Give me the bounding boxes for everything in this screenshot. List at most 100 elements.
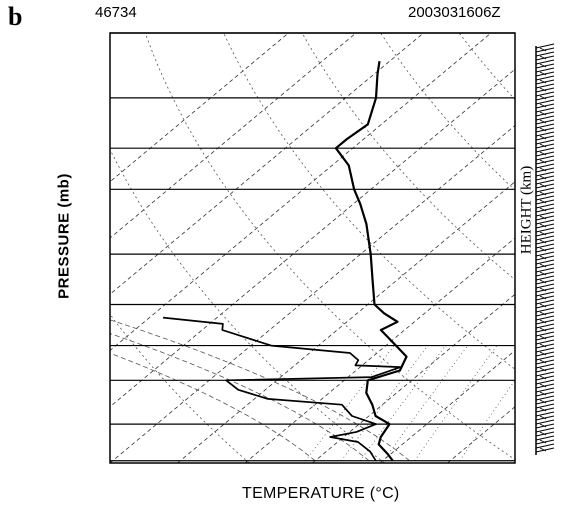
wind-barb	[535, 159, 555, 165]
wind-barb	[535, 215, 555, 221]
wind-barb	[535, 375, 555, 381]
wind-barb	[535, 203, 555, 209]
wind-barb	[535, 339, 555, 345]
profiles	[162, 61, 408, 462]
wind-barb	[535, 323, 555, 329]
wind-barb	[535, 347, 555, 353]
wind-barb	[535, 163, 555, 169]
wind-barb	[535, 279, 555, 285]
dry-adiabat-line	[110, 148, 385, 463]
wind-barb	[535, 295, 555, 301]
wind-barb	[535, 291, 555, 297]
wind-barb	[535, 391, 555, 397]
wind-barb	[535, 447, 555, 453]
wind-barb	[535, 183, 555, 189]
wind-barb	[535, 335, 555, 341]
wind-barb	[535, 171, 555, 177]
wind-barb	[535, 307, 555, 313]
height-wind-barbs	[535, 43, 555, 455]
wind-barb	[535, 191, 555, 197]
wind-barb	[535, 363, 555, 369]
wind-barb	[535, 95, 555, 101]
wind-barb	[535, 235, 555, 241]
wind-barb	[535, 251, 555, 257]
mixing-ratio-line	[414, 345, 498, 461]
isobar-lines	[110, 32, 515, 462]
wind-barb	[535, 83, 555, 89]
wind-barb	[535, 71, 555, 77]
wind-barb	[535, 167, 555, 173]
timestamp: 2003031606Z	[408, 4, 501, 21]
wind-barb	[535, 175, 555, 181]
station-id: 46734	[95, 4, 137, 21]
wind-barb	[535, 99, 555, 105]
dry-adiabat-line	[301, 33, 515, 281]
wind-barb	[535, 407, 555, 413]
wind-barb	[535, 355, 555, 361]
wind-barb	[535, 119, 555, 125]
wind-barb	[535, 123, 555, 129]
wind-barb	[535, 103, 555, 109]
mixing-ratio-line	[459, 379, 515, 461]
wind-barb	[535, 155, 555, 161]
wind-barb	[535, 331, 555, 337]
wind-barb	[535, 419, 555, 425]
plot-frame	[109, 32, 516, 464]
wind-barb	[535, 219, 555, 225]
wind-barb	[535, 79, 555, 85]
wind-barb	[535, 399, 555, 405]
wind-barb	[535, 383, 555, 389]
moist-adiabat-line	[110, 319, 410, 462]
wind-barb	[535, 259, 555, 265]
wind-barb	[535, 287, 555, 293]
wind-barb	[535, 187, 555, 193]
wind-barb	[535, 59, 555, 65]
wind-barb	[535, 135, 555, 141]
wind-barb	[535, 359, 555, 365]
wind-barb	[535, 199, 555, 205]
temperature-profile	[334, 61, 408, 462]
wind-barb	[535, 439, 555, 445]
wind-barb	[535, 431, 555, 437]
wind-barb	[535, 343, 555, 349]
wind-barb	[535, 147, 555, 153]
wind-barb	[535, 411, 555, 417]
wind-barb	[535, 55, 555, 61]
wind-barb	[535, 239, 555, 245]
wind-barb	[535, 143, 555, 149]
wind-barb	[535, 227, 555, 233]
wind-barb	[535, 351, 555, 357]
wind-barb	[535, 395, 555, 401]
wind-barb	[535, 303, 555, 309]
wind-barb	[535, 243, 555, 249]
wind-barb	[535, 207, 555, 213]
wind-barb	[535, 403, 555, 409]
wind-barb	[535, 275, 555, 281]
wind-barb	[535, 131, 555, 137]
wind-barb	[535, 111, 555, 117]
moist-adiabat-line	[110, 333, 370, 462]
wind-barb	[535, 223, 555, 229]
wind-barb	[535, 195, 555, 201]
wind-barb	[535, 271, 555, 277]
wind-barb	[535, 51, 555, 57]
wind-barb	[535, 115, 555, 121]
wind-barb	[535, 263, 555, 269]
wind-barb	[535, 91, 555, 97]
wind-barb	[535, 371, 555, 377]
wind-barb	[535, 139, 555, 145]
wind-barb	[535, 435, 555, 441]
wind-barb	[535, 255, 555, 261]
wind-barb	[535, 379, 555, 385]
wind-barb	[535, 179, 555, 185]
wind-barb	[535, 63, 555, 69]
wind-barb	[535, 311, 555, 317]
panel-label: b	[8, 2, 23, 31]
wind-barb	[535, 299, 555, 305]
wind-barb	[535, 43, 555, 49]
background-lines	[110, 33, 515, 463]
wind-barb	[535, 443, 555, 449]
mixing-ratio-line	[383, 345, 468, 462]
wind-barb	[535, 319, 555, 325]
wind-barb	[535, 151, 555, 157]
